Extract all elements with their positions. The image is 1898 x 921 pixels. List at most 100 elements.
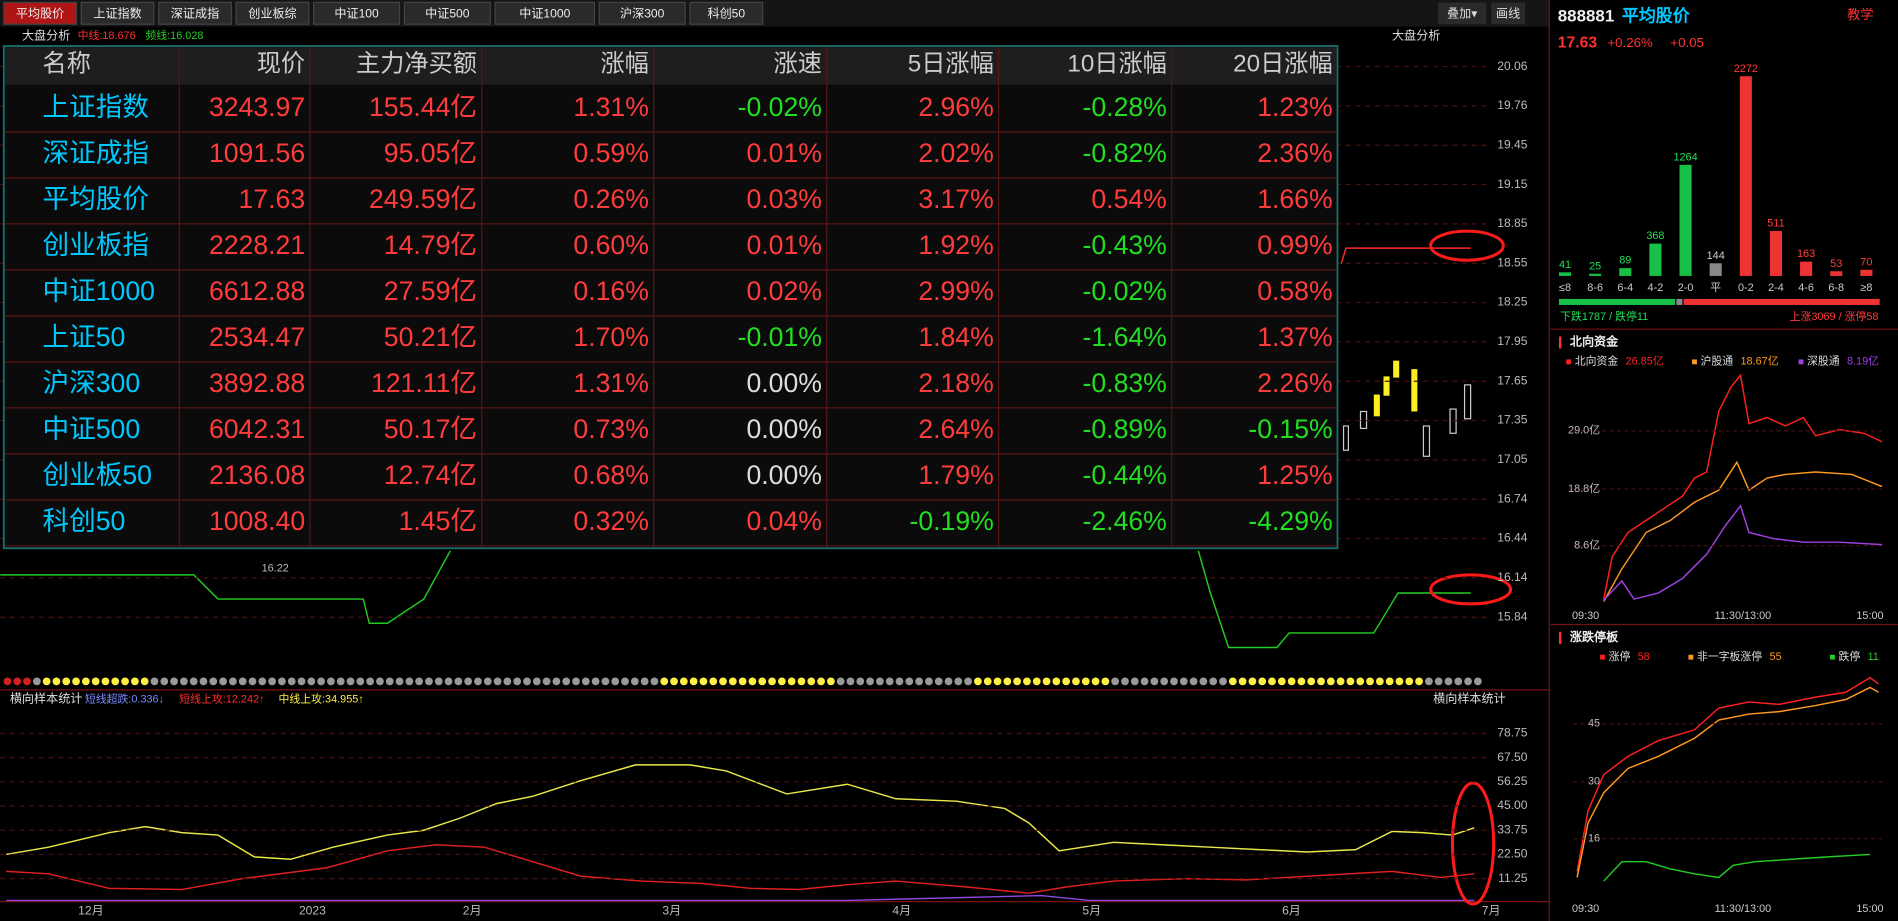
status-dot (503, 677, 512, 686)
status-dot (797, 677, 806, 686)
tab[interactable] (494, 1, 596, 25)
bar-label: 1264 (1673, 151, 1697, 163)
status-dot (170, 677, 178, 686)
status-dot (513, 677, 522, 686)
status-dot (1268, 677, 1276, 686)
status-dot (993, 677, 1002, 686)
table-cell[interactable]: 中证500 (43, 414, 141, 444)
status-dot (238, 677, 247, 686)
table-cell: -0.15% (1248, 414, 1332, 444)
status-dot (944, 677, 953, 686)
legend-swatch (1688, 654, 1694, 660)
bar (1589, 273, 1602, 276)
button[interactable] (1491, 2, 1526, 25)
tab[interactable] (158, 1, 232, 25)
status-dot (1375, 677, 1384, 686)
table-cell[interactable]: 深证成指 (43, 138, 149, 168)
category-label: 6-4 (1617, 282, 1633, 294)
table-cell: -0.19% (909, 506, 993, 536)
button[interactable] (1437, 2, 1487, 25)
table-cell: 0.03% (746, 184, 821, 214)
table-cell: 1.31% (573, 92, 648, 122)
panel-title-right: 横向样本统计 (1433, 691, 1506, 706)
northbound-lines (1603, 373, 1883, 602)
table-cell[interactable]: 上证50 (43, 322, 126, 352)
x-tick-label: 5月 (1082, 904, 1101, 918)
panel-marker (1558, 631, 1562, 644)
status-dot (385, 677, 394, 686)
table-cell: -0.43% (1083, 230, 1167, 260)
bar (1860, 269, 1873, 276)
status-dot (856, 677, 865, 686)
table-header: 现价 (257, 51, 305, 78)
status-dot (1464, 677, 1472, 686)
table-cell[interactable]: 沪深300 (43, 368, 141, 398)
table-cell: 1008.40 (209, 506, 305, 536)
status-dot (356, 677, 365, 686)
legend-swatch (1830, 654, 1835, 660)
y-tick-label: 56.25 (1497, 774, 1528, 788)
table-cell: 1.84% (918, 322, 993, 352)
table-cell: 1.92% (918, 230, 993, 260)
category-label: ≥8 (1860, 282, 1872, 294)
status-dot (807, 677, 816, 686)
status-dot (905, 677, 914, 686)
status-dot (562, 677, 571, 686)
status-dot (601, 677, 610, 686)
status-dot (1395, 677, 1404, 686)
mid-line (1340, 247, 1471, 265)
tab[interactable] (689, 1, 764, 25)
legend-swatch (1692, 359, 1697, 365)
status-dot (1081, 677, 1090, 686)
code: 888881 (1558, 6, 1615, 25)
table-cell: 0.02% (746, 276, 821, 306)
table-cell[interactable]: 创业板指 (43, 230, 149, 260)
table-cell[interactable]: 中证1000 (43, 276, 155, 306)
table-cell: -0.89% (1083, 414, 1167, 444)
tab[interactable] (80, 1, 155, 25)
tab-label: 深证成指 (171, 6, 219, 21)
line (1576, 676, 1879, 872)
tab[interactable] (313, 1, 401, 25)
tab[interactable] (3, 1, 78, 25)
status-dot (974, 677, 982, 686)
legend-value: 8.19亿 (1847, 355, 1879, 368)
table-cell: 0.58% (1257, 276, 1332, 306)
status-dot (454, 677, 463, 686)
x-tick-label: 09:30 (1572, 903, 1599, 915)
status-dot (1023, 677, 1031, 686)
status-dot (1277, 677, 1286, 686)
status-dot (180, 677, 188, 686)
legend-name: 沪股通 (1701, 354, 1734, 368)
status-dot (248, 677, 257, 686)
legend-item: 短线上攻:12.242↑ (179, 691, 264, 705)
status-dot (72, 677, 80, 686)
table-cell: 1.79% (918, 460, 993, 490)
table-cell[interactable]: 上证指数 (43, 92, 149, 122)
bar (1619, 268, 1632, 276)
table-cell: 0.99% (1257, 230, 1332, 260)
table-cell: 1.37% (1257, 322, 1332, 352)
table-cell[interactable]: 平均股价 (43, 184, 149, 214)
status-dot (1424, 677, 1433, 686)
legend-name: 非一字板涨停 (1697, 649, 1762, 663)
status-dot (1444, 677, 1453, 686)
table-cell: 0.54% (1091, 184, 1166, 214)
tab[interactable] (403, 1, 491, 25)
table-cell[interactable]: 创业板50 (43, 460, 152, 490)
tab-label: 平均股价 (16, 7, 64, 21)
table-cell: -0.01% (738, 322, 822, 352)
tab[interactable] (235, 1, 310, 25)
status-dot (1150, 677, 1159, 686)
status-dot (983, 677, 992, 686)
legend-value: 18.67亿 (1741, 355, 1779, 368)
table-cell[interactable]: 科创50 (43, 506, 126, 536)
status-dot (278, 677, 286, 686)
status-dot (229, 677, 237, 686)
status-dot (1111, 677, 1120, 686)
status-dot (1072, 677, 1080, 686)
x-tick-label: 11:30/13:00 (1715, 903, 1772, 915)
tab[interactable] (598, 1, 686, 25)
legend-value: 11 (1868, 651, 1879, 663)
bar-label: 144 (1707, 250, 1725, 262)
